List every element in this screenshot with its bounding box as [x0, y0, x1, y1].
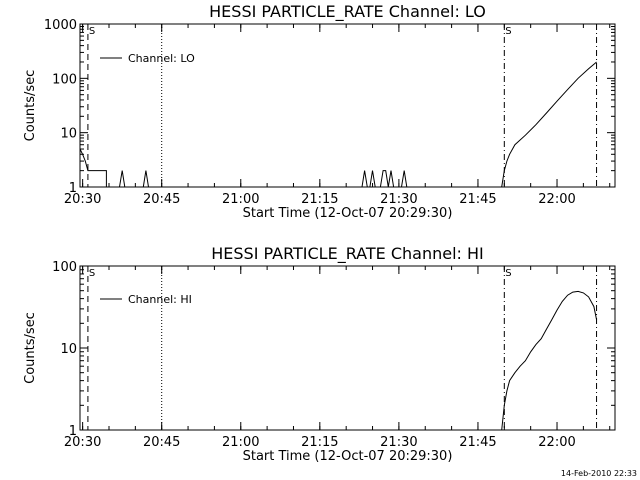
x-axis-label: Start Time (12-Oct-07 20:29:30): [243, 449, 453, 464]
x-tick-label: 21:30: [380, 192, 417, 207]
x-tick-label: 21:45: [459, 192, 496, 207]
lo-channel-panel: HESSI PARTICLE_RATE Channel: LO 20:30 20:4…: [23, 2, 616, 221]
y-tick-label: 100: [52, 72, 77, 87]
series-line: [501, 290, 598, 431]
y-tick-label: 10: [60, 342, 77, 357]
y-tick-label: 10: [60, 127, 77, 142]
y-axis-label: Counts/sec: [23, 70, 38, 142]
legend-label: Channel: HI: [128, 293, 192, 306]
x-axis-label: Start Time (12-Oct-07 20:29:30): [243, 206, 453, 221]
hi-channel-panel: HESSI PARTICLE_RATE Channel: HI 20:30 20:4…: [23, 244, 616, 464]
x-tick-label: 20:45: [143, 435, 180, 450]
generation-timestamp: 14-Feb-2010 22:33: [561, 469, 637, 478]
y-tick-label: 1000: [44, 18, 77, 33]
event-marker-label: S: [89, 26, 95, 37]
plot-frame: [79, 23, 616, 188]
plot-frame: [79, 265, 616, 431]
y-tick-label: 100: [52, 260, 77, 275]
x-tick-label: 21:15: [301, 192, 338, 207]
event-marker-label: S: [89, 268, 95, 279]
x-tick-label: 20:45: [143, 192, 180, 207]
event-marker-label: S: [505, 268, 511, 279]
event-marker-label: S: [505, 26, 511, 37]
x-tick-label: 21:15: [301, 435, 338, 450]
legend-label: Channel: LO: [128, 52, 195, 65]
x-tick-label: 21:00: [222, 435, 259, 450]
x-tick-label: 22:00: [538, 192, 575, 207]
x-tick-label: 20:30: [64, 435, 101, 450]
chart-title: HESSI PARTICLE_RATE Channel: LO: [209, 2, 486, 22]
x-tick-label: 20:30: [64, 192, 101, 207]
y-axis-label: Counts/sec: [23, 312, 38, 384]
x-tick-label: 21:30: [380, 435, 417, 450]
x-tick-label: 21:45: [459, 435, 496, 450]
x-tick-label: 22:00: [538, 435, 575, 450]
y-tick-label: 1: [69, 424, 77, 439]
chart-title: HESSI PARTICLE_RATE Channel: HI: [211, 244, 484, 264]
series-line: [79, 61, 597, 188]
x-tick-label: 21:00: [222, 192, 259, 207]
y-tick-label: 1: [69, 181, 77, 196]
